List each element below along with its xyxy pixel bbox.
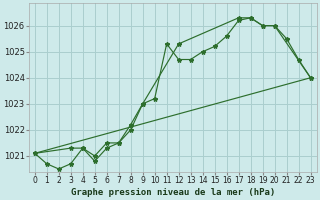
X-axis label: Graphe pression niveau de la mer (hPa): Graphe pression niveau de la mer (hPa) [70, 188, 275, 197]
